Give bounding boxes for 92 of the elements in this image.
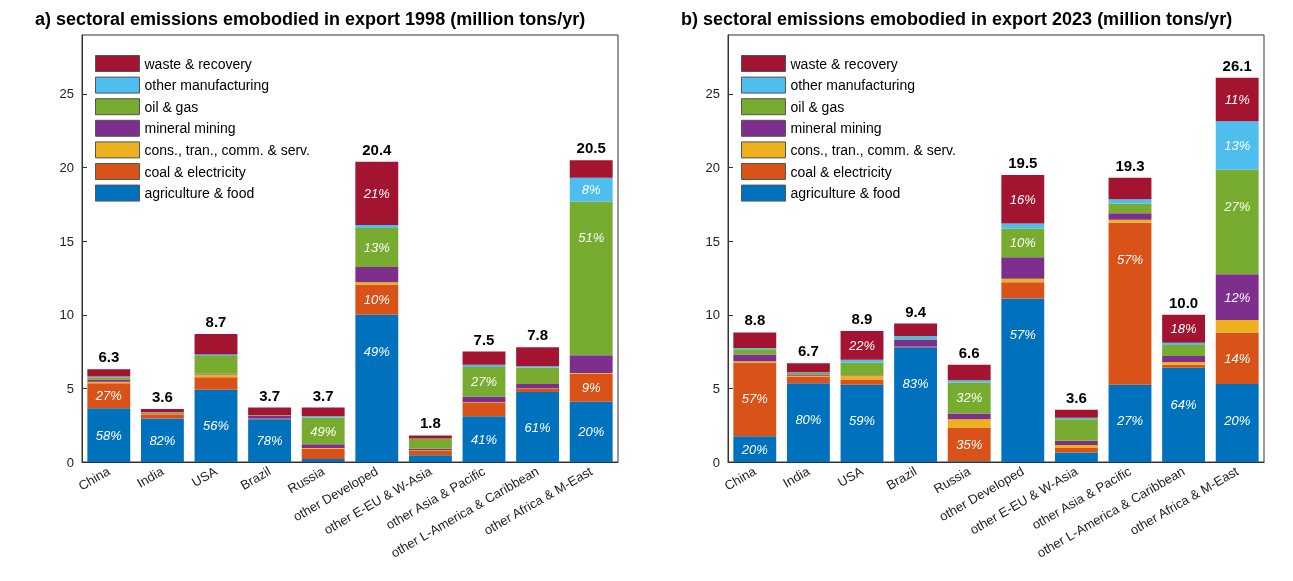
annotation: 18% (1170, 321, 1197, 337)
y-tick-label: 25 (59, 86, 74, 102)
annotation: 8% (581, 182, 601, 198)
legend-label: agriculture & food (790, 185, 901, 202)
annotation: 57% (1009, 327, 1036, 343)
x-tick-label: USA (189, 463, 221, 490)
annotation: 41% (470, 431, 498, 447)
y-tick-label: 10 (705, 307, 720, 323)
legend-label: other manufacturing (144, 77, 270, 94)
legend-label: agriculture & food (144, 185, 255, 202)
total-label: 8.9 (851, 309, 873, 327)
y-tick-label: 20 (705, 160, 720, 176)
annotation: 13% (1224, 137, 1251, 153)
annotation: 57% (1116, 251, 1144, 267)
legend-label: cons., tran., comm. & serv. (790, 141, 956, 158)
y-tick-label: 15 (59, 233, 74, 249)
annotation: 82% (149, 432, 176, 448)
y-tick-label: 0 (712, 454, 720, 470)
total-label: 6.3 (98, 348, 120, 366)
annotation: 14% (1224, 350, 1251, 366)
annotation: 10% (363, 292, 390, 308)
legend-label: mineral mining (144, 120, 236, 137)
annotation: 16% (1009, 191, 1036, 207)
annotation: 57% (741, 391, 768, 407)
x-tick-label: India (780, 463, 813, 491)
annotation: 20% (740, 441, 768, 457)
annotation: 78% (256, 433, 283, 449)
legend-label: waste & recovery (789, 55, 898, 72)
annotation: 27% (469, 374, 498, 390)
annotation: 20% (577, 424, 605, 440)
legend-label: oil & gas (790, 98, 845, 115)
total-label: 3.7 (312, 386, 334, 404)
total-label: 1.8 (419, 414, 441, 432)
annotation: 11% (1224, 91, 1250, 107)
total-label: 10.0 (1169, 293, 1199, 311)
annotation: 21% (362, 185, 390, 201)
y-tick-label: 25 (705, 86, 720, 102)
total-label: 7.5 (473, 330, 495, 348)
annotation: 64% (1170, 396, 1197, 412)
y-tick-label: 10 (59, 307, 74, 323)
total-label: 20.4 (362, 140, 393, 158)
total-label: 3.6 (151, 387, 173, 405)
legend-label: coal & electricity (790, 163, 892, 180)
y-tick-label: 15 (705, 233, 720, 249)
legend-label: cons., tran., comm. & serv. (144, 141, 310, 158)
y-tick-label: 0 (66, 454, 74, 470)
annotation: 49% (363, 343, 390, 359)
x-tick-label: China (721, 463, 760, 494)
annotation: 32% (956, 390, 983, 406)
x-tick-label: India (134, 463, 167, 491)
annotation: 83% (902, 375, 929, 391)
annotation: 13% (363, 239, 390, 255)
total-label: 8.8 (744, 311, 766, 329)
legend-label: coal & electricity (144, 163, 246, 180)
total-label: 19.3 (1115, 156, 1145, 174)
annotation: 9% (581, 380, 601, 396)
annotation: 27% (94, 388, 122, 404)
annotation: 61% (524, 419, 551, 435)
total-label: 6.6 (958, 343, 980, 361)
annotation: 59% (848, 413, 876, 429)
total-label: 6.7 (797, 342, 819, 360)
annotation: 27% (1223, 198, 1251, 214)
total-label: 19.5 (1008, 153, 1038, 171)
total-label: 26.1 (1222, 56, 1252, 74)
annotation: 10% (1009, 235, 1036, 251)
legend-label: oil & gas (144, 98, 199, 115)
legend-label: waste & recovery (143, 55, 252, 72)
annotation: 22% (847, 337, 876, 353)
y-tick-label: 5 (66, 380, 74, 396)
chart-title: b) sectoral emissions emobodied in export 2023 (million tons/yr) (681, 9, 1233, 29)
legend-label: mineral mining (790, 120, 882, 137)
total-label: 9.4 (905, 302, 927, 320)
total-label: 7.8 (527, 326, 549, 344)
total-label: 3.6 (1065, 388, 1087, 406)
annotation: 58% (95, 427, 122, 443)
annotation: 12% (1224, 289, 1251, 305)
total-label: 8.7 (205, 312, 227, 330)
annotation: 35% (956, 436, 983, 452)
legend-label: other manufacturing (790, 77, 916, 94)
annotation: 80% (795, 412, 822, 428)
annotation: 49% (310, 423, 337, 439)
y-tick-label: 20 (59, 160, 74, 176)
x-tick-label: China (75, 463, 114, 494)
x-tick-label: USA (835, 463, 867, 490)
chart-title: a) sectoral emissions emobodied in export 1998 (million tons/yr) (35, 9, 586, 29)
annotation: 51% (578, 230, 605, 246)
total-label: 3.7 (259, 386, 281, 404)
total-label: 20.5 (576, 139, 606, 157)
annotation: 27% (1115, 413, 1144, 429)
annotation: 20% (1223, 412, 1251, 428)
y-tick-label: 5 (712, 380, 720, 396)
annotation: 56% (202, 418, 230, 434)
